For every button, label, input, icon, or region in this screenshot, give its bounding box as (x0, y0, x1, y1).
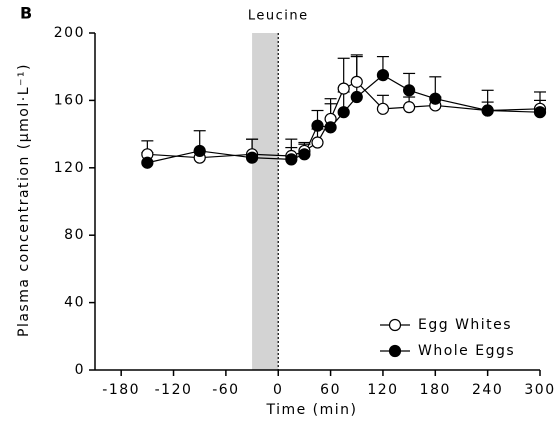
x-tick-label: -60 (212, 382, 239, 398)
y-tick-label: 160 (54, 92, 85, 108)
legend-marker (388, 318, 402, 332)
marker (285, 153, 298, 166)
marker (481, 104, 494, 117)
legend-label: Egg Whites (418, 317, 512, 333)
marker (429, 92, 442, 105)
annotation: Leucine (248, 9, 309, 24)
x-tick-label: -120 (155, 382, 193, 398)
y-tick-label: 0 (75, 362, 85, 378)
x-tick-label: -180 (102, 382, 140, 398)
x-tick-label: 120 (367, 382, 398, 398)
x-tick-label: 300 (524, 382, 555, 398)
marker (245, 151, 259, 164)
marker (324, 121, 337, 134)
marker (376, 102, 390, 115)
x-tick-label: 0 (273, 382, 283, 398)
stimulus-shade (252, 33, 279, 370)
panel-label: B (20, 4, 34, 23)
legend-label: Whole Eggs (418, 343, 515, 359)
y-tick-label: 120 (54, 160, 85, 176)
x-tick-label: 240 (472, 382, 503, 398)
marker (311, 136, 324, 149)
legend-marker (388, 344, 402, 358)
y-tick-label: 40 (64, 295, 85, 311)
marker (141, 156, 154, 169)
marker (311, 119, 324, 132)
marker (533, 106, 547, 119)
marker (350, 75, 363, 88)
y-tick-label: 200 (54, 25, 85, 41)
marker (298, 148, 311, 161)
y-axis-label: Plasma concentration (µmol·L⁻¹) (16, 63, 32, 337)
y-tick-label: 80 (64, 227, 85, 243)
marker (337, 106, 350, 119)
marker (376, 69, 390, 82)
marker (193, 144, 206, 158)
x-axis-label: Time (min) (265, 402, 357, 418)
marker (350, 90, 363, 104)
marker (403, 101, 416, 114)
x-tick-label: 60 (320, 382, 341, 398)
x-tick-label: 180 (420, 382, 451, 398)
marker (403, 84, 416, 97)
marker (337, 82, 350, 95)
